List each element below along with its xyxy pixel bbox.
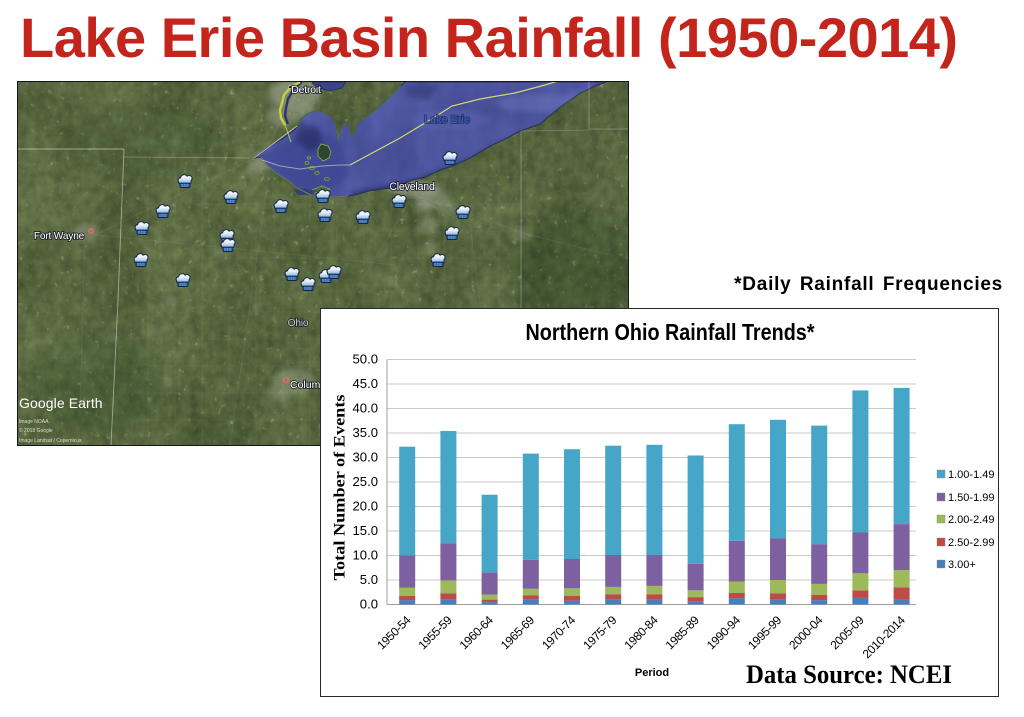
svg-text:1985-89: 1985-89	[663, 613, 703, 653]
svg-text:1.50-1.99: 1.50-1.99	[948, 492, 994, 504]
svg-text:2.00-2.49: 2.00-2.49	[948, 514, 994, 526]
svg-text:Northern Ohio Rainfall Trends*: Northern Ohio Rainfall Trends*	[526, 319, 815, 345]
svg-text:1995-99: 1995-99	[745, 613, 785, 653]
svg-text:Columb: Columb	[290, 379, 326, 391]
svg-text:Detroit: Detroit	[291, 84, 321, 96]
svg-text:Fort Wayne: Fort Wayne	[34, 231, 85, 242]
svg-text:1950-54: 1950-54	[374, 613, 414, 653]
svg-text:1955-59: 1955-59	[415, 613, 455, 653]
svg-text:1960-64: 1960-64	[457, 613, 497, 653]
svg-text:25.0: 25.0	[353, 474, 378, 489]
svg-text:2010-2014: 2010-2014	[860, 613, 908, 661]
svg-text:Image Landsat / Copernicus: Image Landsat / Copernicus	[19, 438, 82, 444]
svg-text:20.0: 20.0	[353, 499, 378, 514]
svg-text:1970-74: 1970-74	[539, 613, 579, 653]
svg-text:Total Number of Events: Total Number of Events	[332, 395, 349, 581]
svg-text:40.0: 40.0	[353, 401, 378, 416]
svg-text:1965-69: 1965-69	[498, 613, 538, 653]
svg-text:1975-79: 1975-79	[580, 613, 620, 653]
svg-text:35.0: 35.0	[353, 425, 378, 440]
svg-text:45.0: 45.0	[353, 376, 378, 391]
svg-text:Google Earth: Google Earth	[19, 395, 103, 411]
svg-text:30.0: 30.0	[353, 450, 378, 465]
svg-text:15.0: 15.0	[353, 523, 378, 538]
svg-text:Lake Erie: Lake Erie	[424, 114, 470, 126]
svg-text:0.0: 0.0	[360, 597, 378, 612]
svg-text:Data Source: NCEI: Data Source: NCEI	[746, 660, 952, 689]
svg-text:1980-84: 1980-84	[621, 613, 661, 653]
svg-text:5.0: 5.0	[360, 572, 378, 587]
svg-text:2000-04: 2000-04	[786, 613, 826, 653]
svg-text:2005-09: 2005-09	[827, 613, 867, 653]
svg-text:1.00-1.49: 1.00-1.49	[948, 469, 994, 481]
svg-text:Period: Period	[635, 667, 669, 679]
svg-text:Cleveland: Cleveland	[389, 181, 435, 193]
svg-text:2.50-2.99: 2.50-2.99	[948, 537, 994, 549]
svg-text:Ohio: Ohio	[288, 318, 309, 329]
svg-text:Image NOAA: Image NOAA	[19, 419, 49, 425]
svg-text:50.0: 50.0	[353, 352, 378, 367]
svg-text:10.0: 10.0	[353, 548, 378, 563]
svg-text:1990-94: 1990-94	[704, 613, 744, 653]
svg-text:© 2018 Google: © 2018 Google	[19, 427, 53, 434]
svg-text:3.00+: 3.00+	[948, 559, 976, 571]
